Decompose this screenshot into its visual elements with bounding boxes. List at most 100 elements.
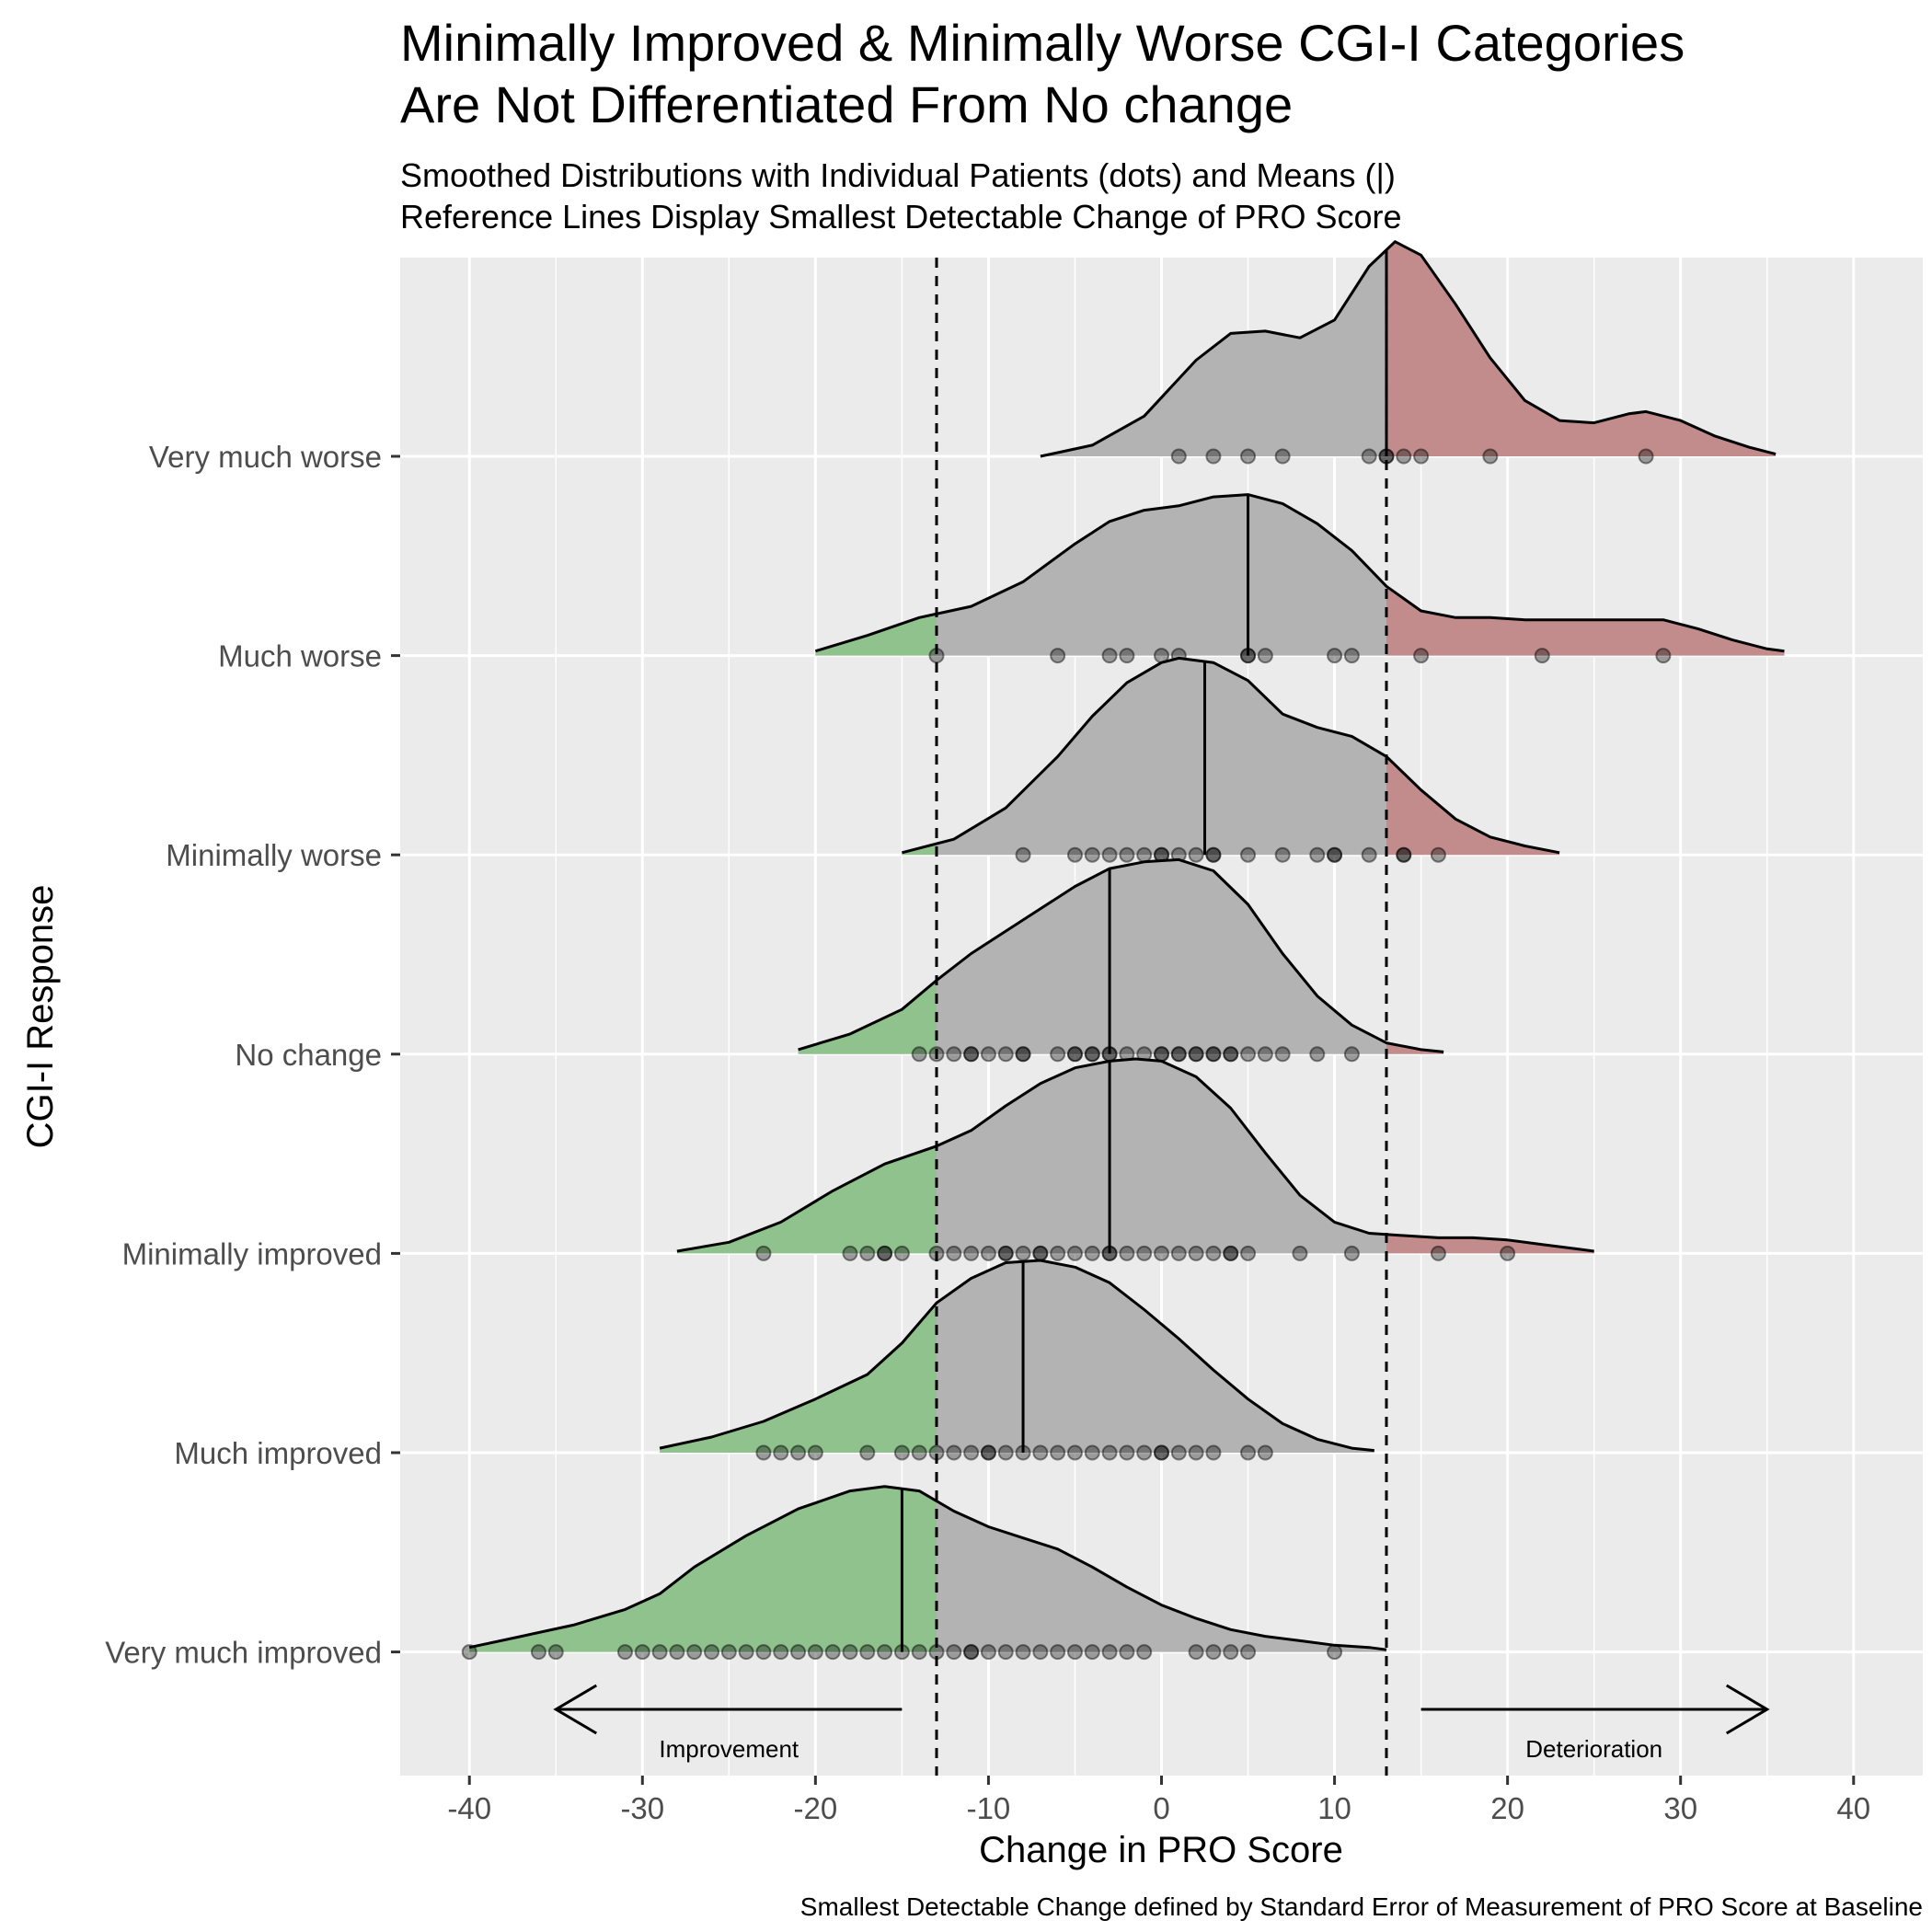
patient-point [1154,1444,1169,1461]
patient-point [1257,1046,1273,1063]
patient-point [1205,1444,1222,1461]
patient-point [1188,1046,1204,1063]
patient-point [1154,1444,1169,1461]
patient-point [1240,1444,1257,1461]
patient-point [946,1644,962,1661]
patient-point [963,1644,980,1661]
patient-point [893,1444,910,1461]
density-region [1386,756,1560,856]
patient-point [893,1245,910,1261]
patient-point [1500,1245,1516,1261]
chart-subtitle-line-2: Reference Lines Display Smallest Detecta… [400,198,1402,236]
patient-point [1240,448,1257,465]
patient-point [1119,1644,1135,1661]
patient-point [790,1444,807,1461]
patient-point [980,1245,996,1261]
patient-point [1101,1245,1118,1261]
patient-point [824,1644,841,1661]
patient-point [1050,648,1066,664]
density-region [937,1059,1386,1254]
patient-point [1327,846,1343,863]
patient-point [1205,846,1222,863]
density-region [937,494,1386,656]
x-tick-label: 40 [1836,1791,1870,1825]
deterioration-label: Deterioration [1525,1735,1662,1763]
density-region [815,614,937,656]
patient-point [963,1644,980,1661]
patient-point [1066,1444,1083,1461]
patient-point [1066,1644,1083,1661]
patient-point [1413,448,1430,465]
patient-point [1032,1644,1049,1661]
ridges [461,240,1785,1661]
patient-point [1223,1046,1239,1063]
patient-point [1136,1644,1153,1661]
patient-point [997,1644,1014,1661]
axes: -40 -30 -20 -10 0 10 20 30 40 Very much worse Much… [105,440,1870,1825]
patient-point [1101,1444,1118,1461]
patient-point [1015,846,1031,863]
density-region [676,1145,937,1254]
patient-point [997,1444,1014,1461]
chart-subtitle-line-1: Smoothed Distributions with Individual P… [400,156,1396,194]
patient-point [1119,846,1135,863]
patient-point [877,1245,893,1261]
patient-point [807,1644,823,1661]
patient-point [755,1444,772,1461]
patient-point [1170,1046,1187,1063]
patient-point [1170,1245,1187,1261]
reference-lines [935,258,1388,1776]
density-region [798,980,937,1054]
patient-point [1430,846,1446,863]
annotations: Improvement Deterioration [553,1684,1770,1763]
patient-point [1655,648,1672,664]
patient-point [1274,1046,1291,1063]
patient-point [1084,1245,1100,1261]
patient-point [1015,1245,1031,1261]
patient-point [1015,1644,1031,1661]
patient-point [1240,1245,1257,1261]
patient-point [1084,1444,1100,1461]
ridge-much-worse [814,493,1785,664]
patient-point [1119,1245,1135,1261]
patient-point [755,1245,772,1261]
patient-point [1240,846,1257,863]
patient-point [1292,1245,1308,1261]
patient-point [911,1644,927,1661]
patient-point [963,1046,980,1063]
patient-point [1119,1444,1135,1461]
patient-point [1136,1245,1153,1261]
arrow-head [553,1684,598,1735]
patient-point [911,1046,927,1063]
patient-point [1101,846,1118,863]
patient-point [1101,1245,1118,1261]
patient-point [773,1444,789,1461]
patient-point [1309,846,1326,863]
patient-point [1066,1046,1083,1063]
density-outline [902,656,1560,855]
patient-point [1032,1444,1049,1461]
x-tick-label: -40 [447,1791,491,1825]
patient-point [1119,648,1135,664]
patient-point [1170,448,1187,465]
density-region [660,1303,937,1453]
density-region [937,859,1386,1054]
patient-point [1050,1644,1066,1661]
patient-point [738,1644,754,1661]
patient-point [1205,1046,1222,1063]
patient-point [1638,448,1654,465]
ridge-very-much-improved [461,1485,1387,1661]
x-tick-label: 30 [1663,1791,1697,1825]
y-tick-label: Very much improved [105,1636,382,1670]
patient-point [1101,1046,1118,1063]
ridge-no-change [798,857,1444,1063]
patient-point [1170,1046,1187,1063]
patient-point [1084,1046,1100,1063]
x-tick-label: -10 [967,1791,1011,1825]
density-region [1386,241,1777,456]
patient-point [1188,1046,1204,1063]
ridge-very-much-worse [1040,240,1777,465]
patient-point [859,1444,876,1461]
patient-point [1482,448,1499,465]
